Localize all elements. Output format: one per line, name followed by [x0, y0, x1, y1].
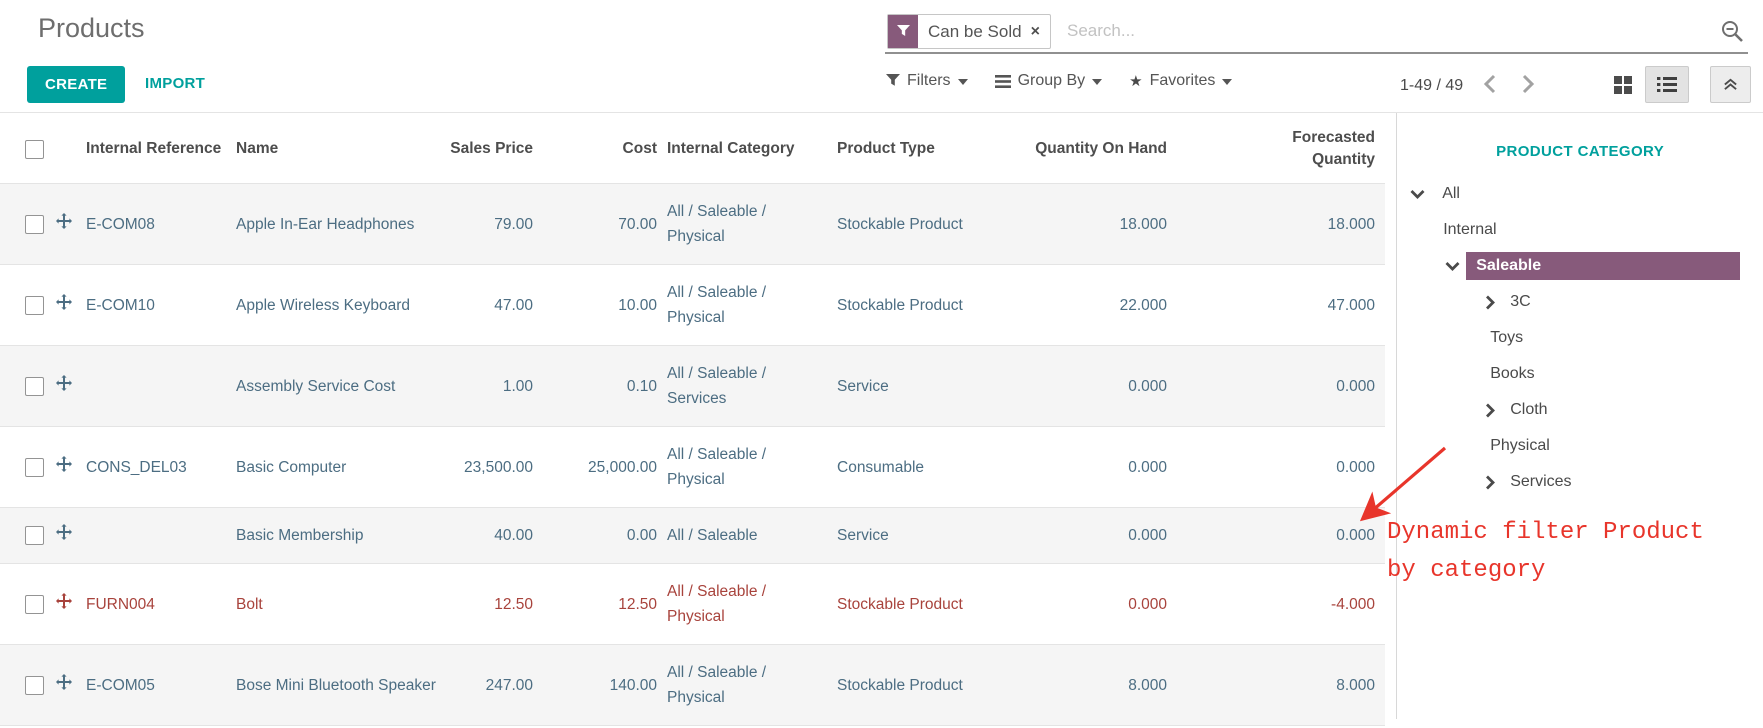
chevron-right-icon[interactable]	[1482, 295, 1497, 310]
facet-remove-icon[interactable]: ×	[1030, 22, 1040, 40]
control-panel: Products CREATE IMPORT Can be Sold × Sea…	[0, 0, 1763, 113]
page-title: Products	[38, 13, 145, 43]
drag-handle-icon[interactable]	[56, 293, 72, 318]
search-options: Filters Group By ★ Favorites	[886, 72, 1233, 90]
pager: 1-49 / 49	[1400, 72, 1541, 99]
chevron-right-icon[interactable]	[1482, 475, 1497, 490]
table-header-row: Internal Reference Name Sales Price Cost…	[0, 113, 1385, 184]
drag-handle-icon[interactable]	[56, 455, 72, 480]
search-icon[interactable]	[1720, 19, 1744, 48]
table-row[interactable]: Assembly Service Cost 1.00 0.10 All / Sal…	[0, 345, 1385, 427]
chevron-down-icon	[957, 79, 968, 85]
kanban-view-button[interactable]	[1601, 66, 1645, 103]
drag-handle-icon[interactable]	[56, 673, 72, 698]
filter-facet-icon	[888, 15, 918, 48]
chevron-down-icon[interactable]	[1445, 261, 1460, 271]
chevron-down-icon	[1092, 79, 1103, 85]
category-item-services[interactable]: Services	[1397, 464, 1763, 500]
column-header-cost[interactable]: Cost	[622, 140, 657, 157]
category-item-books[interactable]: Books	[1490, 365, 1535, 382]
funnel-icon	[886, 74, 900, 86]
double-chevron-up-icon	[1724, 78, 1737, 90]
category-tree: All Internal Saleable 3C Toys Books	[1397, 176, 1763, 500]
list-view-button[interactable]	[1645, 66, 1689, 103]
view-switcher	[1601, 66, 1751, 103]
column-header-internal-reference[interactable]: Internal Reference	[86, 140, 222, 157]
table-row[interactable]: E-COM05 Bose Mini Bluetooth Speaker 247.0…	[0, 644, 1385, 726]
drag-handle-icon[interactable]	[56, 592, 72, 617]
product-category-title: PRODUCT CATEGORY	[1496, 143, 1665, 160]
column-header-sales-price[interactable]: Sales Price	[450, 140, 533, 157]
search-input[interactable]: Search...	[1067, 21, 1136, 40]
category-item-saleable-selected[interactable]: Saleable	[1397, 248, 1763, 284]
table-row[interactable]: CONS_DEL03 Basic Computer 23,500.00 25,000…	[0, 426, 1385, 508]
category-item-cloth[interactable]: Cloth	[1397, 392, 1763, 428]
hamburger-icon	[994, 74, 1011, 88]
table-row[interactable]: E-COM08 Apple In-Ear Headphones 79.00 70.0…	[0, 183, 1385, 265]
column-header-quantity-on-hand[interactable]: Quantity On Hand	[1035, 140, 1167, 157]
category-item-toys[interactable]: Toys	[1490, 329, 1524, 346]
create-button[interactable]: CREATE	[27, 66, 126, 103]
chevron-down-icon[interactable]	[1410, 189, 1425, 199]
pager-range: 1-49 / 49	[1400, 76, 1464, 94]
row-checkbox[interactable]	[25, 214, 44, 234]
products-table: Internal Reference Name Sales Price Cost…	[0, 113, 1396, 728]
column-header-product-type[interactable]: Product Type	[837, 140, 935, 157]
star-icon: ★	[1129, 72, 1143, 90]
row-checkbox[interactable]	[25, 594, 44, 614]
category-item-3c[interactable]: 3C	[1397, 284, 1763, 320]
search-bar[interactable]: Can be Sold × Search...	[885, 10, 1748, 54]
table-row[interactable]: E-COM10 Apple Wireless Keyboard 47.00 10.0…	[0, 264, 1385, 346]
search-facet-can-be-sold[interactable]: Can be Sold ×	[887, 14, 1051, 49]
collapse-panel-button[interactable]	[1710, 66, 1751, 103]
table-row-negative-stock[interactable]: FURN004 Bolt 12.50 12.50 All / Saleable / …	[0, 563, 1385, 645]
category-item-all[interactable]: All	[1397, 176, 1763, 212]
chevron-right-icon	[1523, 74, 1535, 94]
row-checkbox[interactable]	[25, 376, 44, 396]
column-header-internal-category[interactable]: Internal Category	[667, 140, 795, 157]
chevron-down-icon	[1222, 79, 1233, 85]
list-icon	[1657, 77, 1677, 92]
pager-next-button[interactable]	[1516, 72, 1541, 99]
row-checkbox[interactable]	[25, 295, 44, 315]
table-row[interactable]: Basic Membership 40.00 0.00 All / Saleabl…	[0, 507, 1385, 564]
annotation-text: Dynamic filter Product by category	[1387, 519, 1704, 584]
drag-handle-icon[interactable]	[56, 523, 72, 548]
category-item-physical[interactable]: Physical	[1490, 437, 1550, 454]
facet-label: Can be Sold	[928, 21, 1022, 41]
chevron-right-icon[interactable]	[1482, 403, 1497, 418]
row-checkbox[interactable]	[25, 526, 44, 545]
column-header-name[interactable]: Name	[236, 140, 279, 157]
filters-menu[interactable]: Filters	[886, 72, 968, 90]
import-button[interactable]: IMPORT	[139, 74, 211, 93]
column-header-forecasted-quantity[interactable]: Forecasted Quantity	[1292, 129, 1375, 168]
row-checkbox[interactable]	[25, 457, 44, 477]
product-category-panel: PRODUCT CATEGORY All Internal Saleable 3…	[1396, 113, 1763, 719]
select-all-checkbox[interactable]	[25, 139, 44, 159]
kanban-icon	[1614, 75, 1632, 94]
drag-handle-icon[interactable]	[56, 212, 72, 237]
favorites-menu[interactable]: ★ Favorites	[1129, 72, 1233, 90]
pager-previous-button[interactable]	[1477, 72, 1502, 99]
category-item-internal[interactable]: Internal	[1443, 221, 1497, 238]
row-checkbox[interactable]	[25, 675, 44, 695]
drag-handle-icon[interactable]	[56, 374, 72, 399]
chevron-left-icon	[1484, 74, 1496, 94]
group-by-menu[interactable]: Group By	[994, 72, 1103, 90]
